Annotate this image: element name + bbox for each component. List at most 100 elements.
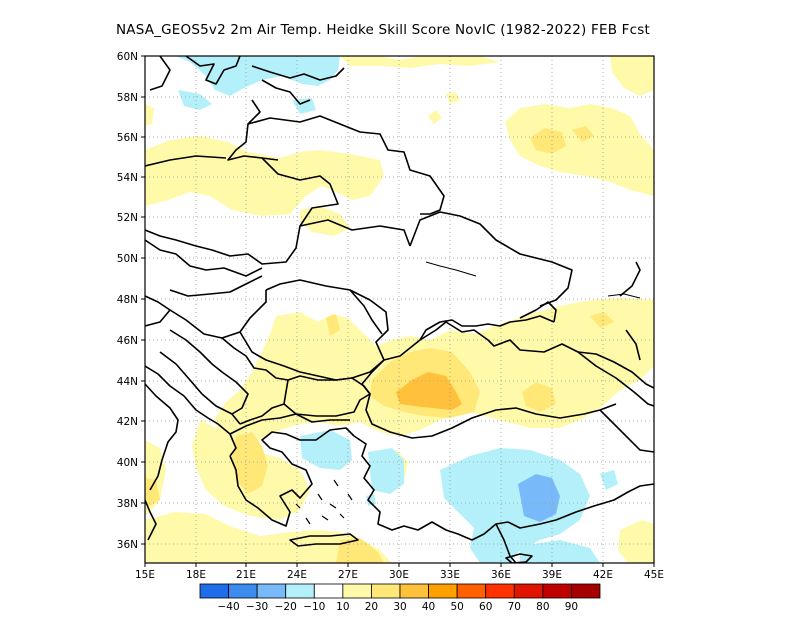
border-hungary-south bbox=[169, 290, 267, 339]
colorbar-label: −10 bbox=[303, 601, 325, 613]
border-moldova bbox=[349, 289, 383, 335]
longitude-axis: 15E 18E 21E 24E 27E 30E 33E 36E 39E 42E … bbox=[135, 563, 664, 581]
colorbar-swatch bbox=[371, 583, 401, 599]
lon-label: 33E bbox=[440, 569, 460, 581]
cyan-area-south-lower bbox=[520, 540, 600, 563]
lon-label: 27E bbox=[338, 569, 358, 581]
colorbar-label: 50 bbox=[450, 601, 463, 613]
lat-label: 40N bbox=[117, 457, 138, 469]
blue-core bbox=[518, 474, 560, 522]
colorbar-swatch bbox=[313, 583, 344, 599]
lat-label: 60N bbox=[117, 51, 138, 63]
border-caucasus bbox=[577, 351, 654, 389]
yellow-area-north-east-2 bbox=[610, 56, 654, 96]
colorbar-swatch bbox=[513, 583, 544, 599]
colorbar-swatch bbox=[399, 583, 429, 599]
yellow-spot-ne bbox=[530, 128, 566, 154]
orange-core bbox=[396, 372, 462, 410]
latitude-axis: 60N 58N 56N 54N 52N 50N 48N 46N 44N 42N … bbox=[117, 51, 145, 551]
coast-turkey-west bbox=[353, 435, 509, 541]
lon-label: 45E bbox=[644, 569, 664, 581]
dnieper-river bbox=[425, 261, 641, 299]
colorbar-label: 90 bbox=[565, 601, 578, 613]
colorbar-label: 30 bbox=[393, 601, 406, 613]
lon-label: 42E bbox=[593, 569, 613, 581]
colorbar-label: 70 bbox=[508, 601, 521, 613]
coastlines-borders bbox=[145, 56, 654, 563]
colorbar-label: 60 bbox=[479, 601, 492, 613]
coast-adriatic bbox=[145, 365, 237, 457]
yellow-small-west bbox=[145, 104, 154, 126]
border-belarus-south bbox=[299, 219, 411, 247]
coast-poland bbox=[145, 155, 227, 167]
coast-greece bbox=[229, 427, 355, 527]
border-serbia bbox=[221, 337, 289, 425]
coast-crimea bbox=[419, 315, 555, 341]
border-czech bbox=[145, 239, 263, 277]
colorbar-label: −30 bbox=[246, 601, 268, 613]
cyan-area-east-small bbox=[600, 470, 618, 490]
lat-label: 50N bbox=[117, 253, 138, 265]
yellow-dot-57 bbox=[428, 110, 442, 124]
crete bbox=[289, 533, 359, 547]
yellow-mid-ukraine bbox=[326, 314, 340, 336]
lat-label: 48N bbox=[117, 294, 138, 306]
azov-coast bbox=[519, 301, 557, 323]
colorbar-label: 80 bbox=[536, 601, 549, 613]
colorbar-swatch bbox=[428, 583, 458, 599]
colorbar-swatch bbox=[485, 583, 515, 599]
colorbar-label: 40 bbox=[422, 601, 435, 613]
yellow-spot-ne-2 bbox=[572, 126, 594, 142]
caspian-coast bbox=[619, 261, 641, 361]
map-title: NASA_GEOS5v2 2m Air Temp. Heidke Skill S… bbox=[116, 22, 650, 38]
border-bulgaria bbox=[283, 375, 371, 417]
islands-aegean bbox=[295, 479, 353, 525]
yellow-mid-ne bbox=[590, 312, 614, 328]
colorbar-swatch bbox=[456, 583, 487, 599]
colorbar-label: −20 bbox=[275, 601, 297, 613]
lat-label: 46N bbox=[117, 335, 138, 347]
cyan-area-north-2 bbox=[178, 90, 212, 110]
border-bosnia-croatia bbox=[159, 329, 249, 425]
coast-finland bbox=[251, 65, 345, 105]
border-albania-greece bbox=[229, 413, 350, 435]
yellow-mid-italy bbox=[145, 478, 160, 506]
border-russia-ukraine bbox=[409, 211, 573, 307]
yellow-area-north-east bbox=[505, 104, 654, 196]
cyan-area-southeast bbox=[440, 448, 590, 563]
lat-label: 54N bbox=[117, 172, 138, 184]
yellow-mid-east bbox=[522, 382, 556, 412]
lat-label: 42N bbox=[117, 416, 138, 428]
cyan-area-north bbox=[175, 56, 340, 96]
grid-lines bbox=[145, 56, 654, 563]
border-baltics bbox=[247, 115, 445, 215]
lon-label: 39E bbox=[542, 569, 562, 581]
yellow-area-south bbox=[145, 512, 392, 563]
colorbar-swatch bbox=[342, 583, 372, 599]
yellow-mid-greece bbox=[232, 432, 268, 494]
coast-black-sea bbox=[383, 321, 654, 407]
colorbar-swatch bbox=[256, 583, 287, 599]
lon-label: 36E bbox=[491, 569, 511, 581]
coast-black-sea-south bbox=[365, 393, 617, 439]
colorbar-swatch bbox=[228, 583, 258, 599]
border-poland-east bbox=[145, 157, 339, 265]
colorbar-label: −40 bbox=[217, 601, 239, 613]
lat-label: 44N bbox=[117, 376, 138, 388]
border-slovakia-hungary bbox=[169, 275, 263, 297]
yellow-dot-58 bbox=[446, 92, 460, 104]
colorbar-swatch bbox=[199, 583, 229, 599]
lon-label: 15E bbox=[135, 569, 155, 581]
lon-label: 18E bbox=[186, 569, 206, 581]
lat-label: 58N bbox=[117, 92, 138, 104]
coast-sweden bbox=[149, 56, 241, 91]
lat-label: 56N bbox=[117, 132, 138, 144]
coast-turkey-south-east bbox=[495, 483, 654, 563]
colorbar-swatch bbox=[542, 583, 572, 599]
yellow-area-top bbox=[340, 56, 500, 68]
lon-label: 24E bbox=[287, 569, 307, 581]
colorbar-swatch bbox=[571, 583, 601, 599]
colorbar-swatch bbox=[285, 583, 315, 599]
lat-label: 38N bbox=[117, 498, 138, 510]
